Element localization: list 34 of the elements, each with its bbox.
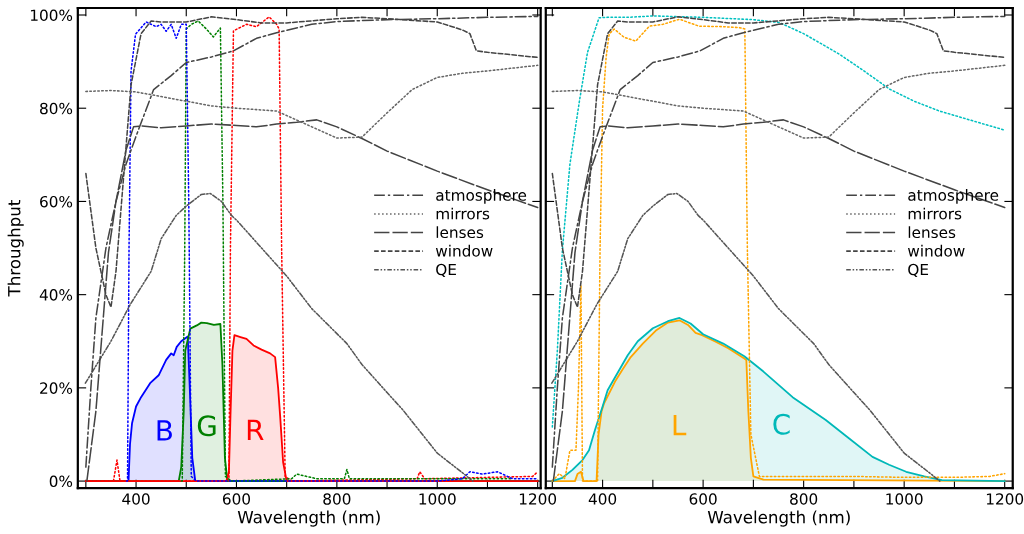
legend-label: lenses [436, 226, 484, 239]
x-axis-title: Wavelength (nm) [237, 510, 380, 527]
y-tick-label: 20% [40, 382, 73, 394]
y-tick-label: 40% [39, 289, 73, 301]
x-tick-label: 800 [790, 493, 818, 505]
legend-label: window [907, 244, 965, 257]
x-tick-label: 1200 [986, 493, 1024, 505]
legend-label: mirrors [436, 207, 490, 220]
legend-label: QE [908, 263, 929, 278]
series-label: L [673, 414, 687, 436]
series-label: C [773, 413, 790, 435]
series-label: R [247, 419, 264, 441]
x-tick-label: 800 [323, 493, 351, 505]
legend-label: atmosphere [908, 189, 999, 204]
legend-label: window [435, 244, 493, 257]
legend-label: atmosphere [436, 189, 527, 204]
x-axis-title: Wavelength (nm) [707, 510, 850, 527]
y-tick-label: 100% [30, 9, 73, 22]
x-tick-label: 400 [588, 493, 617, 505]
x-tick-label: 1000 [419, 493, 456, 505]
x-tick-label: 600 [222, 493, 251, 505]
x-tick-label: 1200 [519, 493, 557, 505]
y-axis-title: Throughput [7, 200, 24, 297]
legend-label: QE [436, 263, 456, 278]
x-tick-label: 600 [689, 493, 717, 505]
x-tick-label: 400 [122, 493, 150, 505]
legend-label: mirrors [908, 207, 962, 220]
y-tick-label: 0% [49, 475, 73, 488]
series-label: B [157, 420, 172, 441]
series-label: G [197, 415, 216, 437]
y-tick-label: 60% [40, 195, 73, 208]
legend-label: lenses [908, 226, 956, 239]
x-tick-label: 1000 [886, 493, 923, 505]
y-tick-label: 80% [40, 102, 73, 115]
